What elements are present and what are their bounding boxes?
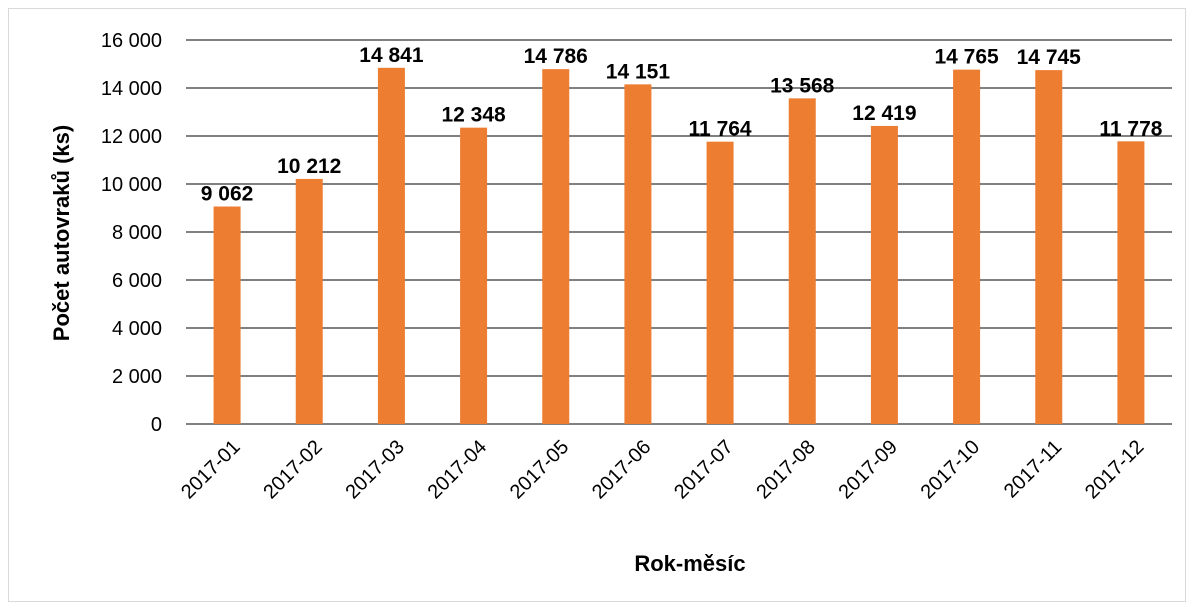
x-tick-label: 2017-01 [177, 436, 244, 503]
bar [870, 125, 898, 424]
x-tick-label: 2017-09 [834, 436, 901, 503]
y-tick-label: 14 000 [101, 78, 162, 100]
bar [1035, 70, 1063, 425]
data-label: 12 419 [852, 102, 916, 125]
data-label: 14 765 [934, 46, 999, 69]
x-tick-label: 2017-07 [670, 436, 737, 503]
bar [1117, 141, 1145, 424]
data-label: 14 786 [524, 45, 588, 68]
chart-frame [8, 8, 1186, 602]
data-labels: 9 062 10 212 14 841 12 348 14 786 14 151 11 76… [201, 44, 1163, 206]
data-label: 14 745 [1017, 46, 1082, 69]
data-label: 10 212 [277, 155, 341, 178]
data-label: 13 568 [770, 74, 835, 97]
x-tick-label: 2017-02 [259, 436, 326, 503]
bar [953, 69, 981, 424]
data-label: 12 348 [441, 104, 506, 127]
y-tick-label: 4 000 [112, 318, 162, 340]
y-tick-label: 2 000 [112, 366, 162, 388]
x-tick-label: 2017-08 [752, 436, 819, 503]
x-tick-label: 2017-12 [1081, 436, 1148, 503]
y-tick-labels: 0 2 000 4 000 6 000 8 000 10 000 12 000 14 000 1… [101, 30, 162, 436]
bar [295, 178, 323, 424]
x-tick-label: 2017-10 [917, 436, 984, 503]
y-tick-label: 8 000 [112, 222, 162, 244]
x-tick-label: 2017-06 [588, 436, 655, 503]
x-tick-label: 2017-04 [424, 436, 491, 503]
y-axis-title: Počet autovraků (ks) [49, 125, 74, 341]
x-tick-label: 2017-11 [1000, 436, 1066, 502]
data-label: 9 062 [201, 183, 254, 206]
y-tick-label: 10 000 [101, 174, 162, 196]
x-tick-label: 2017-05 [506, 436, 573, 503]
bar [460, 127, 488, 424]
x-tick-label: 2017-03 [341, 436, 408, 503]
y-tick-label: 12 000 [101, 126, 162, 148]
bar [377, 67, 405, 424]
bar [706, 141, 734, 424]
bar [788, 98, 816, 425]
bar [624, 84, 652, 424]
bars [213, 67, 1145, 425]
bar [542, 69, 570, 425]
x-tick-labels: 2017-01 2017-02 2017-03 2017-04 2017-05 2017-… [177, 436, 1148, 503]
x-axis-title: Rok-měsíc [634, 551, 745, 576]
data-label: 11 764 [689, 118, 752, 141]
y-tick-label: 0 [151, 414, 162, 436]
data-label: 14 151 [606, 60, 671, 83]
bar [213, 206, 241, 424]
gridlines [186, 39, 1172, 425]
data-label: 11 778 [1099, 117, 1162, 140]
y-tick-label: 16 000 [101, 30, 162, 52]
data-label: 14 841 [359, 44, 424, 67]
y-tick-label: 6 000 [112, 270, 162, 292]
